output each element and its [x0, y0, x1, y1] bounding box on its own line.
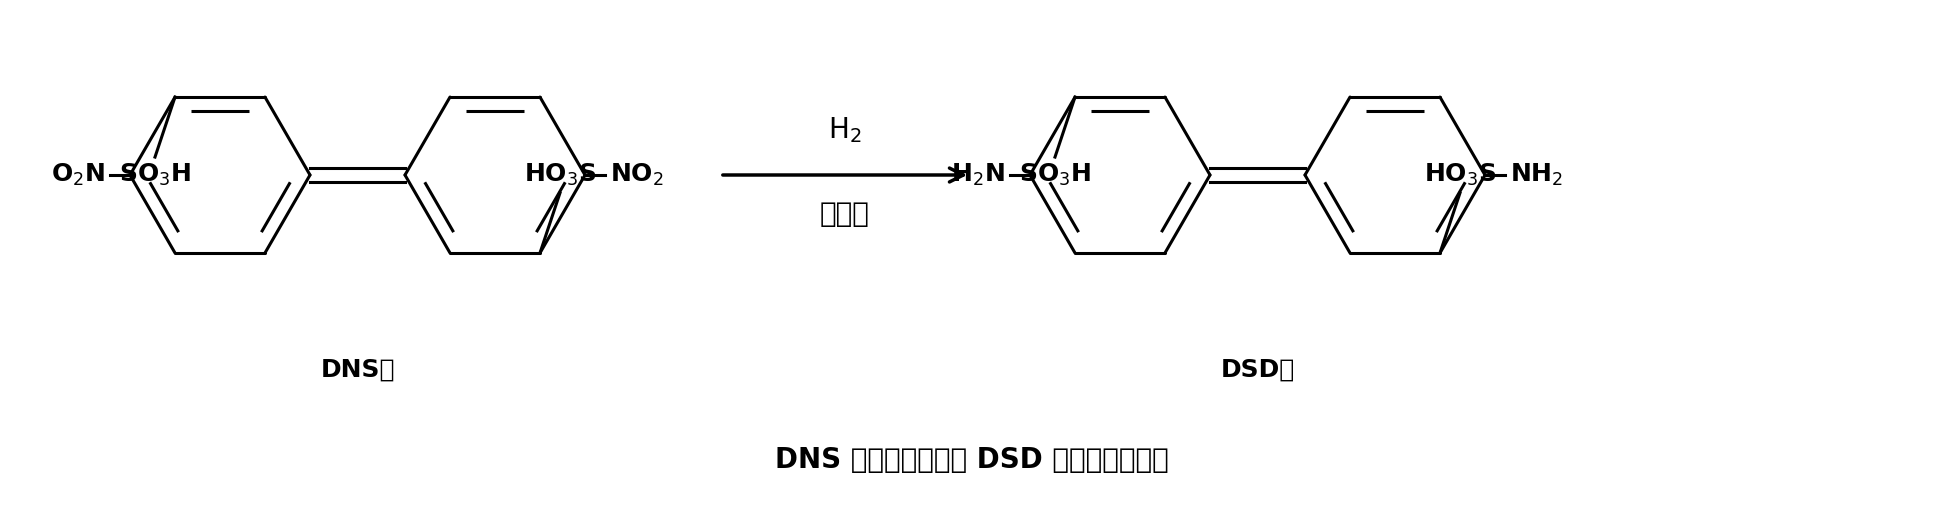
Text: SO$_3$H: SO$_3$H	[119, 162, 191, 188]
Text: DNS 酸催化加氢制备 DSD 酸的反应方程式: DNS 酸催化加氢制备 DSD 酸的反应方程式	[776, 446, 1168, 474]
Text: O$_2$N: O$_2$N	[51, 162, 105, 188]
Text: H$_2$: H$_2$	[828, 115, 861, 145]
Text: NH$_2$: NH$_2$	[1510, 162, 1563, 188]
Text: NO$_2$: NO$_2$	[610, 162, 663, 188]
Text: H$_2$N: H$_2$N	[951, 162, 1005, 188]
Text: HO$_3$S: HO$_3$S	[1423, 162, 1497, 188]
Text: 催化剂: 催化剂	[820, 200, 869, 228]
Text: DNS酸: DNS酸	[321, 358, 395, 382]
Text: DSD酸: DSD酸	[1221, 358, 1295, 382]
Text: HO$_3$S: HO$_3$S	[523, 162, 597, 188]
Text: SO$_3$H: SO$_3$H	[1019, 162, 1091, 188]
